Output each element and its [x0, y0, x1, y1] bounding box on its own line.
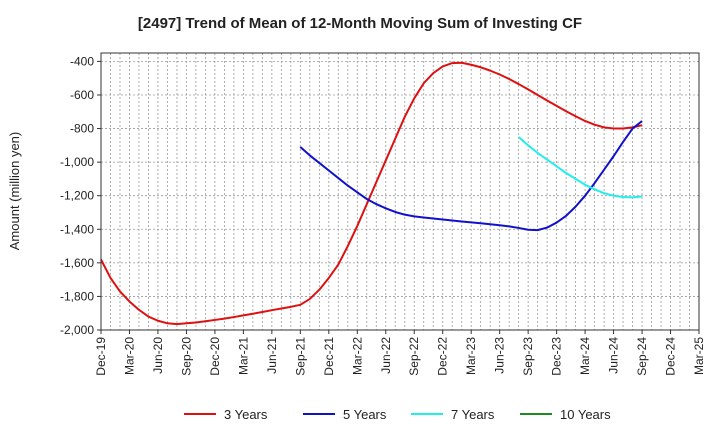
y-tick-label: -1,000 [60, 155, 94, 169]
y-tick-label: -600 [70, 88, 94, 102]
x-tick-label: Jun-20 [151, 337, 165, 374]
x-tick-label: Dec-22 [436, 337, 450, 376]
series-line-7-years [517, 136, 643, 199]
series-line-3-years [100, 61, 643, 326]
y-tick-label: -2,000 [60, 323, 94, 337]
x-tick-label: Sep-22 [407, 337, 421, 376]
x-tick-label: Sep-23 [521, 337, 535, 376]
legend: 3 Years 5 Years 7 Years 10 Years [184, 407, 611, 422]
x-tick-label: Jun-24 [607, 337, 621, 374]
y-tick-label: -1,200 [60, 189, 94, 203]
x-tick-label: Dec-24 [664, 337, 678, 376]
grid-layer [100, 53, 700, 331]
x-tick-label: Dec-23 [550, 337, 564, 376]
x-tick-label: Sep-20 [179, 337, 193, 376]
x-tick-label: Mar-23 [464, 337, 478, 375]
y-tick-label: -1,800 [60, 289, 94, 303]
x-tick-labels: Dec-19 Mar-20 Jun-20 Sep-20 Dec-20 Mar-21 Jun-… [94, 330, 706, 376]
y-tick-label: -400 [70, 54, 94, 68]
y-tick-label: -1,600 [60, 256, 94, 270]
y-tick-labels: -400 -600 -800 -1,000 -1,200 -1,400 -1,600 -1,8… [60, 54, 101, 337]
legend-label: 10 Years [560, 407, 611, 422]
y-tick-label: -1,400 [60, 222, 94, 236]
x-tick-label: Mar-25 [692, 337, 706, 375]
plot-frame [100, 52, 700, 331]
x-tick-label: Sep-21 [293, 337, 307, 376]
series-line-5-years [299, 120, 643, 232]
x-tick-label: Sep-24 [635, 337, 649, 376]
x-tick-label: Jun-21 [265, 337, 279, 374]
legend-label: 5 Years [343, 407, 387, 422]
x-tick-label: Mar-24 [578, 337, 592, 375]
x-tick-label: Jun-22 [379, 337, 393, 374]
x-tick-label: Dec-19 [94, 337, 108, 376]
y-tick-label: -800 [70, 122, 94, 136]
x-tick-label: Mar-20 [122, 337, 136, 375]
legend-label: 7 Years [451, 407, 495, 422]
y-axis-label: Amount (million yen) [7, 132, 22, 251]
chart-title: [2497] Trend of Mean of 12-Month Moving … [138, 15, 582, 32]
legend-label: 3 Years [224, 407, 268, 422]
x-tick-label: Mar-21 [236, 337, 250, 375]
x-tick-label: Dec-21 [322, 337, 336, 376]
x-tick-label: Mar-22 [350, 337, 364, 375]
x-tick-label: Jun-23 [493, 337, 507, 374]
x-tick-label: Dec-20 [208, 337, 222, 376]
series-layer [100, 61, 643, 326]
